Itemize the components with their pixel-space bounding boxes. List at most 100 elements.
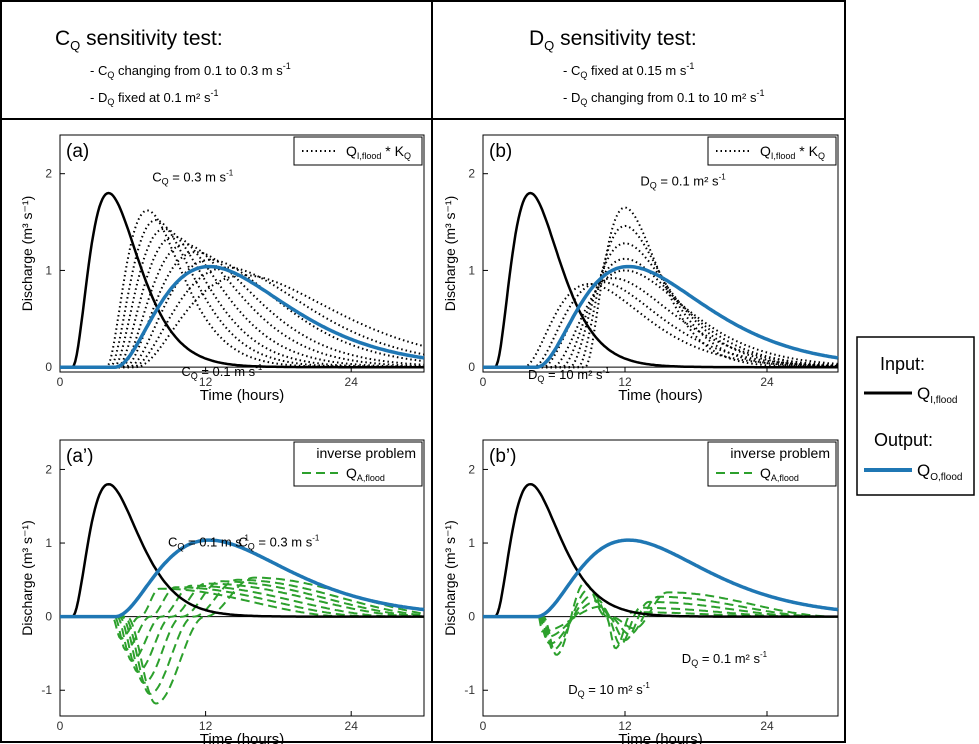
legend-box: [707, 136, 837, 166]
y-tick-label: 0: [468, 610, 475, 624]
y-tick-label: -1: [464, 683, 475, 697]
family-line-5: [60, 580, 425, 684]
annotation-1: CQ = 0.3 m s-1: [152, 168, 234, 186]
legend-input-label: QI,flood: [917, 384, 957, 406]
x-axis-label: Time (hours): [618, 387, 702, 404]
panel-label: (a’): [66, 446, 93, 467]
annotation-2: DQ = 10 m² s-1: [528, 366, 610, 384]
legend-label: QI,flood * KQ: [346, 143, 411, 161]
annotation-1: DQ = 0.1 m² s-1: [640, 172, 726, 190]
legend-title: inverse problem: [316, 445, 416, 461]
family-line-5: [483, 591, 838, 633]
header-left-bullet-2: - DQ fixed at 0.1 m² s-1: [90, 88, 218, 107]
x-tick-label: 12: [618, 719, 632, 733]
x-tick-label: 0: [57, 375, 64, 389]
family-line-4: [483, 595, 838, 639]
plot-area: [59, 134, 425, 373]
header-left-bullet-1: - CQ changing from 0.1 to 0.3 m s-1: [90, 61, 291, 80]
family-line-9: [60, 274, 425, 369]
x-axis-label: Time (hours): [618, 731, 702, 744]
legend-box: [293, 441, 423, 487]
x-tick-label: 24: [345, 375, 359, 389]
family-line-3: [60, 584, 424, 662]
plot-area: [482, 439, 839, 717]
header-right-bullet-1: - CQ fixed at 0.15 m s-1: [563, 61, 694, 80]
input-line: [60, 482, 424, 618]
x-axis-label: Time (hours): [200, 731, 284, 744]
panel-label: (b): [489, 141, 512, 162]
x-axis-label: Time (hours): [200, 387, 284, 404]
output-line: [483, 264, 839, 369]
family-line-3: [483, 242, 838, 369]
input-line: [483, 191, 838, 369]
family-line-4: [60, 582, 424, 673]
x-tick-label: 24: [760, 375, 774, 389]
family-line-8: [483, 283, 838, 369]
family-line-2: [60, 586, 424, 651]
figure-frame: [0, 0, 846, 743]
legend-output-title: Output:: [874, 430, 933, 450]
plot-area: [59, 439, 425, 717]
family-line-5: [483, 269, 839, 369]
family-line-1: [60, 587, 424, 640]
annotation-1: CQ = 0.1 m s-1: [168, 534, 250, 552]
y-axis-label: Discharge (m³ s⁻¹): [442, 520, 458, 636]
annotation-1: DQ = 0.1 m² s-1: [682, 650, 768, 668]
output-line: [483, 538, 839, 619]
header-left: CQ sensitivity test: - CQ changing from …: [55, 27, 291, 107]
legend-label: QI,flood * KQ: [760, 143, 825, 161]
y-tick-label: 2: [45, 167, 52, 181]
legend-input-title: Input:: [880, 354, 925, 374]
legend-title: inverse problem: [730, 445, 830, 461]
legend-label: QA,flood: [346, 465, 385, 483]
x-tick-label: 12: [199, 375, 213, 389]
y-tick-label: 0: [45, 610, 52, 624]
legend-output-label: QO,flood: [917, 461, 962, 483]
family-line-3: [483, 593, 838, 645]
legend-box: [707, 441, 837, 487]
output-line: [60, 264, 425, 369]
y-tick-label: 1: [45, 263, 52, 277]
x-tick-label: 0: [480, 375, 487, 389]
header-right-bullet-2: - DQ changing from 0.1 to 10 m² s-1: [563, 88, 764, 107]
x-tick-label: 12: [618, 375, 632, 389]
y-tick-label: -1: [41, 683, 52, 697]
y-axis-label: Discharge (m³ s⁻¹): [19, 196, 35, 312]
x-tick-label: 12: [199, 719, 213, 733]
annotation-2: DQ = 10 m² s-1: [568, 681, 650, 699]
family-line-6: [60, 578, 425, 695]
family-line-7: [60, 576, 425, 705]
panel-label: (a): [66, 141, 89, 162]
input-output-legend: Input: QI,flood Output: QO,flood: [856, 336, 975, 496]
plot-area: [482, 134, 839, 373]
legend-box: [293, 136, 423, 166]
x-tick-label: 0: [57, 719, 64, 733]
family-line-2: [483, 587, 838, 651]
family-line-1: [483, 206, 838, 369]
family-line-7: [60, 258, 425, 369]
x-tick-label: 24: [345, 719, 359, 733]
y-tick-label: 0: [45, 360, 52, 374]
family-line-4: [60, 235, 424, 369]
y-axis-label: Discharge (m³ s⁻¹): [19, 520, 35, 636]
y-tick-label: 2: [468, 167, 475, 181]
header-left-title: CQ sensitivity test:: [55, 27, 223, 53]
x-tick-label: 0: [480, 719, 487, 733]
y-tick-label: 2: [468, 462, 475, 476]
family-line-1: [483, 581, 838, 656]
output-line: [60, 538, 425, 619]
family-line-5: [60, 243, 424, 369]
header-right-title: DQ sensitivity test:: [529, 27, 697, 53]
input-line: [60, 191, 424, 369]
x-tick-label: 24: [760, 719, 774, 733]
family-line-8: [60, 266, 425, 369]
annotation-2: CQ = 0.3 m s-1: [238, 534, 320, 552]
annotation-2: CQ = 0.1 m s-1: [181, 363, 263, 381]
panel-label: (b’): [489, 446, 516, 467]
y-tick-label: 1: [45, 536, 52, 550]
